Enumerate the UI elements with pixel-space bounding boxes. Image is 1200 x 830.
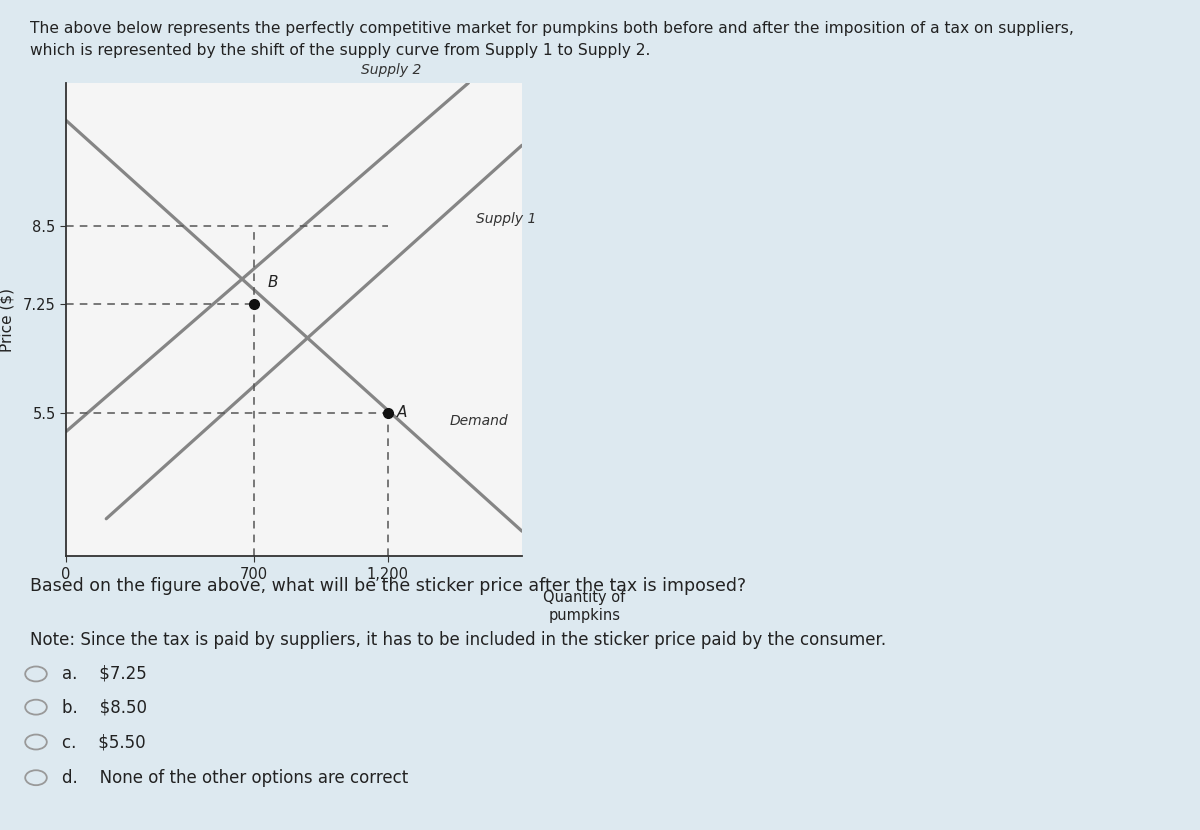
Text: Based on the figure above, what will be the sticker price after the tax is impos: Based on the figure above, what will be …	[30, 577, 746, 595]
Text: Note: Since the tax is paid by suppliers, it has to be included in the sticker p: Note: Since the tax is paid by suppliers…	[30, 631, 886, 649]
Text: Quantity of
pumpkins: Quantity of pumpkins	[544, 590, 625, 622]
Text: B: B	[268, 276, 277, 290]
Text: which is represented by the shift of the supply curve from Supply 1 to Supply 2.: which is represented by the shift of the…	[30, 43, 650, 58]
Text: a.  $7.25: a. $7.25	[62, 665, 148, 683]
Y-axis label: Price ($): Price ($)	[0, 287, 14, 352]
Text: c.  $5.50: c. $5.50	[62, 733, 146, 751]
Text: Supply 1: Supply 1	[476, 212, 536, 226]
Text: b.  $8.50: b. $8.50	[62, 698, 148, 716]
Text: A: A	[397, 405, 408, 421]
Text: d.  None of the other options are correct: d. None of the other options are correct	[62, 769, 409, 787]
Text: The above below represents the perfectly competitive market for pumpkins both be: The above below represents the perfectly…	[30, 21, 1074, 36]
Text: Supply 2: Supply 2	[361, 62, 421, 76]
Text: Demand: Demand	[450, 414, 509, 428]
